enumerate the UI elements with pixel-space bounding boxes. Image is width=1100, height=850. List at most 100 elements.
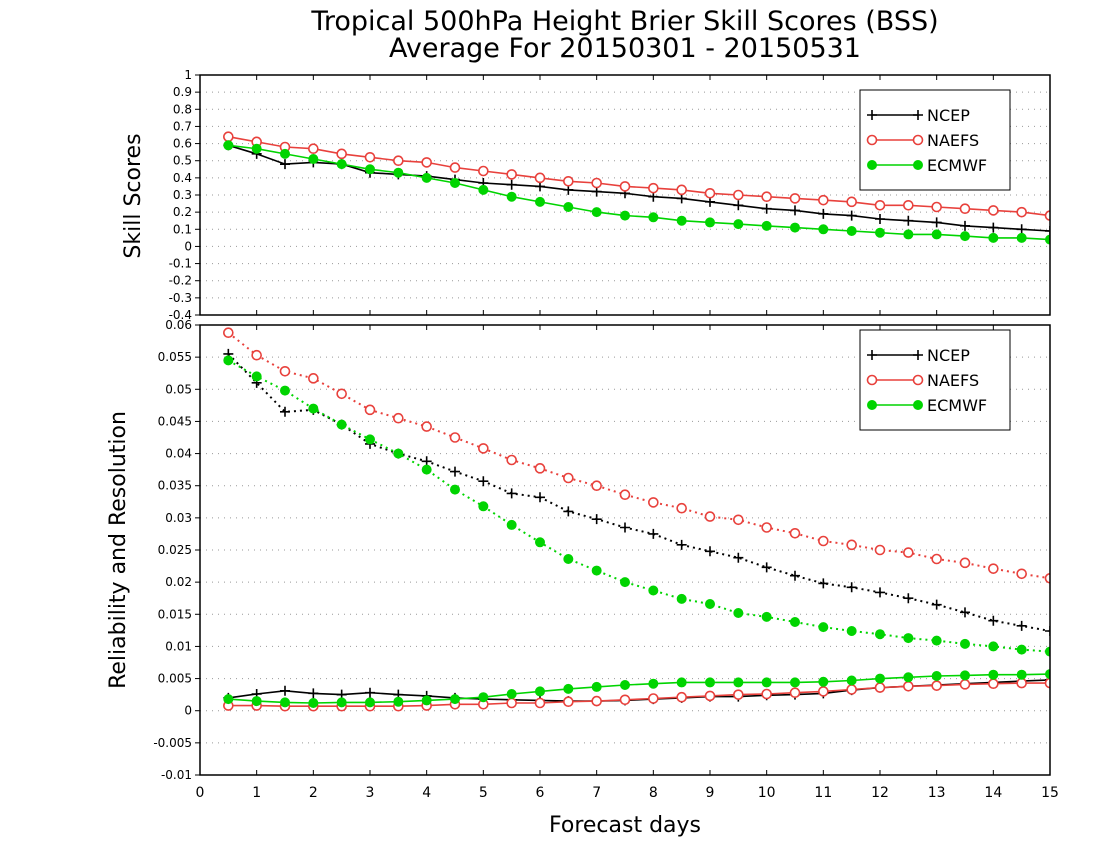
top-legend: NCEP NAEFS ECMWF bbox=[859, 89, 1011, 191]
bottom-point-naefs-resolution bbox=[534, 463, 546, 474]
bottom-point-naefs-reliability bbox=[704, 690, 716, 702]
top-point-ncep bbox=[506, 179, 517, 190]
bottom-point-naefs-resolution bbox=[563, 472, 574, 484]
bottom-point-ecmwf-resolution bbox=[308, 403, 319, 414]
bottom-point-ecmwf-reliability bbox=[875, 673, 885, 684]
top-y-tick-label: 0.9 bbox=[173, 85, 192, 99]
bottom-point-ncep-resolution bbox=[563, 506, 574, 517]
top-point-ecmwf bbox=[761, 220, 772, 231]
top-point-ncep bbox=[846, 210, 857, 221]
bottom-point-ecmwf-reliability bbox=[676, 677, 687, 688]
top-y-tick-label: 0.8 bbox=[173, 102, 192, 116]
bottom-y-tick-label: 0.06 bbox=[165, 318, 192, 332]
bottom-y-tick-label: 0.015 bbox=[158, 607, 192, 621]
top-plot-frame bbox=[199, 74, 1051, 316]
bottom-point-ncep-resolution bbox=[450, 466, 460, 477]
top-point-ecmwf bbox=[450, 178, 460, 188]
top-point-ecmwf bbox=[1016, 232, 1027, 243]
top-legend-marker-ncep bbox=[913, 110, 923, 120]
bottom-point-naefs-reliability bbox=[903, 680, 914, 692]
bottom-point-naefs-reliability bbox=[648, 693, 659, 704]
bottom-point-naefs-resolution bbox=[421, 421, 432, 432]
top-point-ncep bbox=[931, 217, 942, 228]
bottom-point-ecmwf-reliability bbox=[280, 697, 290, 708]
x-tick-label: 7 bbox=[592, 785, 601, 801]
bottom-point-naefs-resolution bbox=[789, 527, 801, 539]
bottom-point-ecmwf-resolution bbox=[875, 629, 885, 640]
bottom-point-naefs-reliability bbox=[506, 697, 517, 709]
bottom-point-ncep-resolution bbox=[478, 476, 489, 487]
bottom-legend-marker-ecmwf bbox=[867, 400, 877, 410]
bottom-point-ecmwf-reliability bbox=[506, 689, 517, 699]
x-tick-label: 13 bbox=[928, 785, 946, 801]
bottom-point-ecmwf-reliability bbox=[790, 677, 800, 688]
top-point-ecmwf bbox=[620, 210, 630, 221]
top-legend-marker-ecmwf bbox=[867, 160, 877, 170]
bottom-point-naefs-resolution bbox=[279, 365, 291, 377]
top-point-ecmwf bbox=[676, 215, 687, 226]
top-y-tick-label: 0.2 bbox=[173, 205, 192, 219]
bottom-point-ncep-resolution bbox=[280, 406, 290, 417]
top-point-naefs bbox=[931, 201, 942, 213]
top-point-ncep bbox=[280, 159, 290, 170]
top-point-ncep bbox=[790, 205, 800, 216]
bottom-point-naefs-resolution bbox=[903, 547, 914, 558]
top-y-tick-label: 0.5 bbox=[173, 154, 192, 168]
bottom-point-ncep-resolution bbox=[875, 587, 885, 598]
bottom-point-ecmwf-resolution bbox=[676, 593, 687, 604]
top-point-naefs bbox=[449, 162, 461, 173]
bottom-point-naefs-reliability bbox=[733, 689, 744, 700]
bottom-point-naefs-resolution bbox=[251, 349, 262, 361]
bottom-point-ecmwf-resolution bbox=[563, 554, 574, 564]
x-tick-label: 14 bbox=[984, 785, 1002, 801]
bottom-point-ecmwf-reliability bbox=[223, 694, 234, 705]
top-point-ncep bbox=[761, 203, 772, 214]
top-point-ncep bbox=[1045, 226, 1050, 236]
top-point-ncep bbox=[733, 200, 744, 211]
top-point-naefs bbox=[364, 151, 376, 163]
top-y-tick-label: 0.1 bbox=[173, 222, 192, 236]
bottom-point-naefs-resolution bbox=[223, 327, 234, 339]
x-axis-label: Forecast days bbox=[549, 813, 701, 838]
bottom-point-ecmwf-resolution bbox=[620, 577, 630, 588]
x-tick-label: 15 bbox=[1041, 785, 1059, 801]
top-point-ecmwf bbox=[931, 229, 942, 240]
bottom-point-ncep-resolution bbox=[676, 539, 687, 550]
bottom-point-ecmwf-reliability bbox=[336, 697, 347, 708]
bottom-point-ncep-resolution bbox=[1045, 626, 1050, 636]
bottom-point-ecmwf-resolution bbox=[960, 638, 970, 649]
top-y-tick-label: 0.6 bbox=[173, 137, 192, 151]
bottom-point-naefs-resolution bbox=[704, 511, 716, 522]
x-tick-label: 2 bbox=[309, 785, 318, 801]
bottom-legend-marker-ecmwf bbox=[913, 400, 923, 410]
x-tick-label: 6 bbox=[536, 785, 545, 801]
bottom-point-ecmwf-resolution bbox=[478, 501, 489, 512]
bottom-point-ecmwf-resolution bbox=[846, 626, 857, 636]
bottom-legend-label-naefs: NAEFS bbox=[927, 371, 979, 390]
top-point-ecmwf bbox=[988, 232, 999, 243]
top-legend-marker-naefs bbox=[866, 134, 878, 146]
bottom-point-ecmwf-resolution bbox=[365, 434, 375, 445]
top-point-ecmwf bbox=[733, 219, 744, 230]
top-point-ecmwf bbox=[421, 172, 432, 183]
top-point-ncep bbox=[988, 222, 999, 233]
bottom-point-ecmwf-resolution bbox=[818, 622, 829, 633]
top-point-ecmwf bbox=[223, 140, 234, 151]
top-point-naefs bbox=[874, 199, 886, 211]
bottom-y-tick-label: 0.055 bbox=[158, 350, 192, 364]
bottom-point-ncep-resolution bbox=[506, 488, 517, 499]
x-tick-label: 3 bbox=[366, 785, 375, 801]
bottom-point-ncep-resolution bbox=[903, 593, 914, 604]
bottom-point-ecmwf-reliability bbox=[761, 677, 772, 688]
top-point-naefs bbox=[818, 194, 829, 206]
bottom-point-naefs-resolution bbox=[676, 502, 687, 514]
x-tick-label: 0 bbox=[196, 785, 205, 801]
top-legend-label-ncep: NCEP bbox=[927, 106, 970, 125]
bottom-point-ecmwf-reliability bbox=[648, 678, 659, 689]
bottom-point-ncep-reliability bbox=[280, 685, 290, 696]
bottom-y-tick-label: 0.02 bbox=[165, 575, 192, 589]
bottom-point-ecmwf-reliability bbox=[931, 671, 942, 681]
bottom-point-ncep-resolution bbox=[620, 522, 630, 533]
x-tick-label: 11 bbox=[814, 785, 832, 801]
top-point-naefs bbox=[591, 177, 602, 189]
